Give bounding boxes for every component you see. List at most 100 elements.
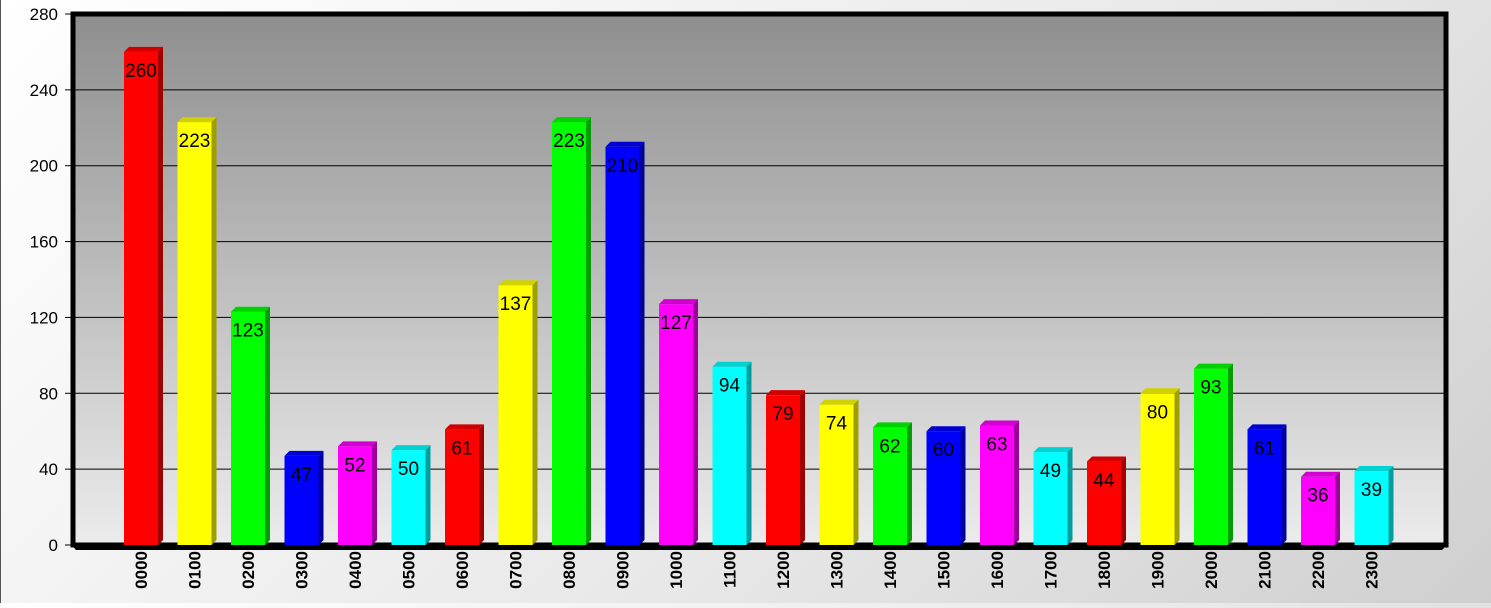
bar-0500 bbox=[391, 445, 431, 545]
plot-floor bbox=[70, 543, 1449, 550]
x-tick-label-2300: 2300 bbox=[1363, 551, 1382, 589]
bar-front bbox=[712, 366, 747, 545]
bar-side bbox=[639, 141, 645, 545]
bar-top bbox=[391, 445, 431, 451]
bar-top bbox=[445, 424, 484, 430]
bar-front bbox=[605, 146, 640, 545]
bar-top bbox=[1033, 447, 1073, 453]
data-label-0000: 260 bbox=[125, 61, 157, 82]
bar-side bbox=[158, 46, 163, 546]
data-label-2200: 36 bbox=[1307, 486, 1328, 507]
bar-top bbox=[124, 46, 163, 52]
x-tick-label-1400: 1400 bbox=[881, 551, 900, 589]
x-tick-label-0200: 0200 bbox=[239, 551, 258, 589]
bar-1600 bbox=[980, 420, 1019, 545]
bar-0600 bbox=[445, 424, 484, 545]
data-label-1800: 44 bbox=[1093, 471, 1115, 492]
bar-1400 bbox=[873, 422, 912, 545]
x-tick-label-1700: 1700 bbox=[1042, 551, 1061, 589]
bar-side bbox=[693, 299, 698, 545]
x-tick-label-0900: 0900 bbox=[614, 551, 633, 589]
data-label-2300: 39 bbox=[1361, 480, 1382, 501]
bar-side bbox=[960, 426, 966, 545]
y-tick-label: 200 bbox=[30, 157, 58, 176]
bar-side bbox=[1067, 447, 1073, 545]
bar-side bbox=[211, 117, 217, 545]
bar-top bbox=[338, 441, 377, 447]
bar-1500 bbox=[926, 426, 966, 545]
x-axis: 0000 0100 0200 0300 0400 0500 0600 0700 0800 0900… bbox=[132, 551, 1382, 589]
x-tick-label-1000: 1000 bbox=[667, 551, 686, 589]
data-label-0300: 47 bbox=[291, 465, 312, 486]
data-label-0900: 210 bbox=[607, 156, 639, 177]
bar-front bbox=[498, 285, 533, 545]
bar-0700 bbox=[498, 280, 538, 545]
bar-side bbox=[479, 424, 484, 545]
bar-front bbox=[819, 404, 854, 545]
x-tick-label-2000: 2000 bbox=[1202, 551, 1221, 589]
bars bbox=[124, 46, 1394, 546]
data-label-1700: 49 bbox=[1040, 461, 1061, 482]
bar-top bbox=[1140, 388, 1180, 394]
data-label-0100: 223 bbox=[179, 131, 211, 152]
bar-front bbox=[1087, 461, 1121, 545]
bar-top bbox=[498, 280, 538, 286]
bar-front bbox=[873, 427, 907, 545]
data-label-1500: 60 bbox=[933, 440, 954, 461]
bar-front bbox=[391, 450, 426, 545]
bar-side bbox=[1014, 420, 1019, 545]
bar-1700 bbox=[1033, 447, 1073, 545]
data-label-0800: 223 bbox=[553, 131, 585, 152]
bar-front bbox=[1033, 452, 1068, 545]
bar-1300 bbox=[819, 399, 859, 545]
x-tick-label-2100: 2100 bbox=[1256, 551, 1275, 589]
bar-top bbox=[605, 141, 645, 147]
x-tick-label-1900: 1900 bbox=[1149, 551, 1168, 589]
bar-side bbox=[1388, 466, 1394, 545]
bar-front bbox=[1301, 476, 1335, 545]
x-tick-label-1500: 1500 bbox=[935, 551, 954, 589]
bar-front bbox=[124, 51, 158, 546]
data-label-0600: 61 bbox=[451, 438, 472, 459]
data-label-0500: 50 bbox=[398, 459, 419, 480]
bar-top bbox=[231, 306, 270, 312]
bar-0100 bbox=[177, 117, 217, 545]
x-tick-label-0400: 0400 bbox=[346, 551, 365, 589]
bar-side bbox=[853, 399, 859, 545]
bar-side bbox=[265, 306, 270, 545]
bar-top bbox=[980, 420, 1019, 426]
bar-top bbox=[1354, 466, 1394, 472]
bar-top bbox=[873, 422, 912, 428]
bar-side bbox=[746, 361, 752, 545]
data-label-1200: 79 bbox=[772, 404, 793, 425]
bar-front bbox=[1194, 368, 1228, 545]
bar-0200 bbox=[231, 306, 270, 545]
bar-front bbox=[177, 122, 212, 545]
bar-front bbox=[1354, 471, 1389, 545]
data-label-2100: 61 bbox=[1254, 438, 1275, 459]
bar-top bbox=[552, 117, 591, 123]
bar-side bbox=[532, 280, 538, 545]
bar-2200 bbox=[1301, 471, 1340, 545]
x-tick-label-0600: 0600 bbox=[453, 551, 472, 589]
bar-2300 bbox=[1354, 466, 1394, 545]
y-tick-label: 0 bbox=[49, 536, 58, 555]
data-label-1000: 127 bbox=[660, 313, 692, 334]
data-label-0200: 123 bbox=[232, 321, 264, 342]
bar-side bbox=[586, 117, 591, 545]
bar-top bbox=[284, 450, 324, 456]
bar-front bbox=[445, 429, 479, 545]
bar-2100 bbox=[1247, 424, 1287, 545]
x-tick-label-0100: 0100 bbox=[186, 551, 205, 589]
bar-side bbox=[318, 450, 324, 545]
bar-front bbox=[659, 304, 693, 545]
bar-side bbox=[800, 390, 805, 545]
bar-top bbox=[819, 399, 859, 405]
y-tick-label: 160 bbox=[30, 233, 58, 252]
plot-area bbox=[70, 11, 1449, 548]
data-label-1400: 62 bbox=[879, 436, 900, 457]
data-label-1300: 74 bbox=[826, 414, 848, 435]
bar-1000 bbox=[659, 299, 698, 545]
